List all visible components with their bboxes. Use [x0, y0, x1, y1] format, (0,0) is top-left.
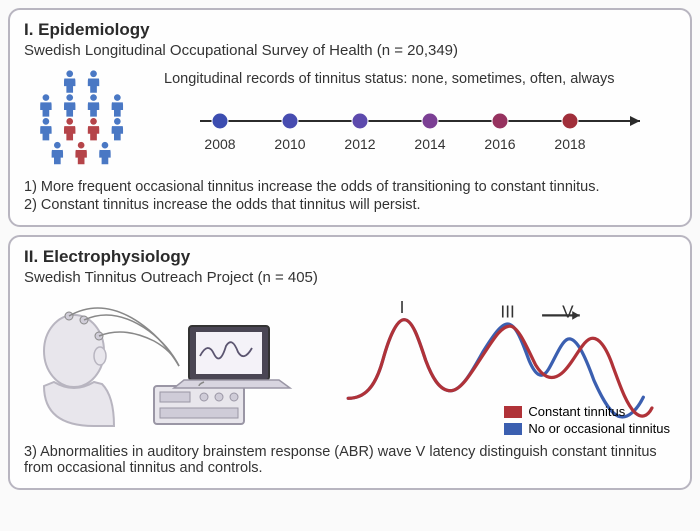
svg-text:III: III	[500, 302, 514, 322]
legend-constant: Constant tinnitus	[528, 404, 625, 419]
svg-text:2018: 2018	[554, 136, 585, 152]
panel2-title: II. Electrophysiology	[24, 247, 676, 267]
people-cluster	[24, 69, 144, 169]
timeline-section: Longitudinal records of tinnitus status:…	[164, 71, 676, 168]
finding-3: 3) Abnormalities in auditory brainstem r…	[24, 444, 676, 476]
legend: Constant tinnitus No or occasional tinni…	[504, 402, 670, 436]
panel2-findings: 3) Abnormalities in auditory brainstem r…	[24, 444, 676, 476]
panel1-title: I. Epidemiology	[24, 20, 676, 40]
panel2-subtitle: Swedish Tinnitus Outreach Project (n = 4…	[24, 269, 676, 286]
abr-setup-illustration	[24, 296, 304, 436]
panel1-findings: 1) More frequent occasional tinnitus inc…	[24, 179, 676, 213]
legend-swatch-constant	[504, 406, 522, 418]
svg-text:2014: 2014	[414, 136, 445, 152]
timeline: 2008 2010 2012 2014 2016 2018	[164, 103, 676, 163]
panel1-subtitle: Swedish Longitudinal Occupational Survey…	[24, 42, 676, 59]
legend-occasional: No or occasional tinnitus	[528, 421, 670, 436]
finding-2: 2) Constant tinnitus increase the odds t…	[24, 197, 676, 213]
timeline-label: Longitudinal records of tinnitus status:…	[164, 71, 676, 87]
panel-epidemiology: I. Epidemiology Swedish Longitudinal Occ…	[8, 8, 692, 227]
svg-text:2012: 2012	[344, 136, 375, 152]
finding-1: 1) More frequent occasional tinnitus inc…	[24, 179, 676, 195]
legend-swatch-occasional	[504, 423, 522, 435]
abr-waveform-chart: IIIIV Constant tinnitus No or occasional…	[322, 296, 676, 436]
panel-electrophysiology: II. Electrophysiology Swedish Tinnitus O…	[8, 235, 692, 490]
svg-text:I: I	[400, 297, 405, 317]
svg-text:2016: 2016	[484, 136, 515, 152]
svg-text:2008: 2008	[204, 136, 235, 152]
svg-text:2010: 2010	[274, 136, 305, 152]
